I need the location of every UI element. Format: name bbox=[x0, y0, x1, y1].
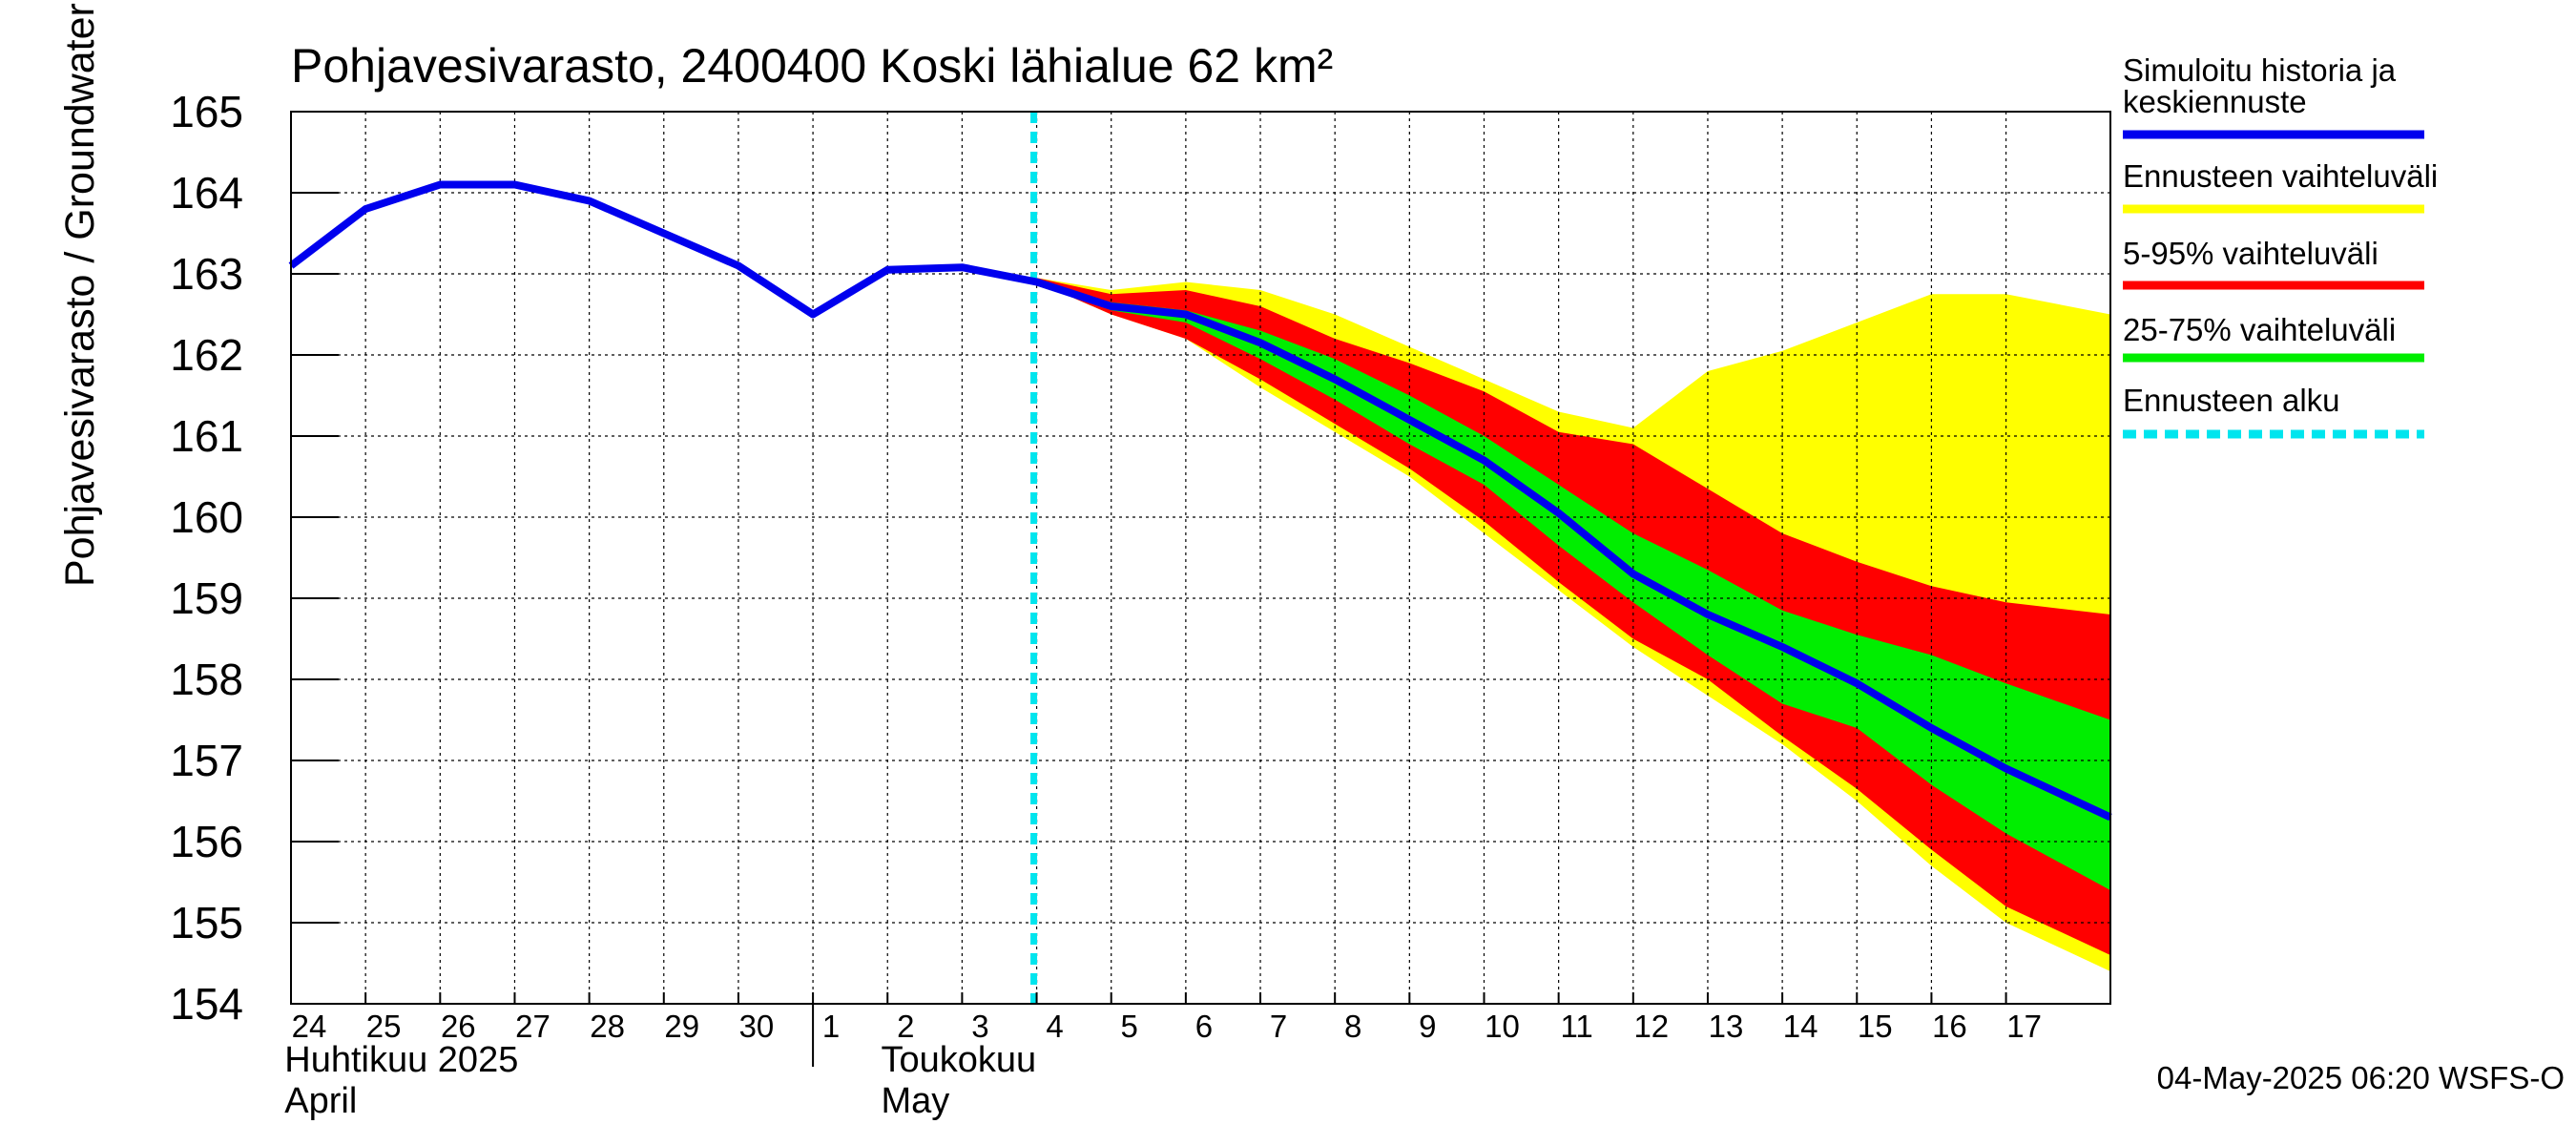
x-tick-label-4: 4 bbox=[1046, 1009, 1063, 1044]
x-tick-label-9: 9 bbox=[1419, 1009, 1436, 1044]
x-tick-label-26: 26 bbox=[441, 1009, 476, 1044]
y-axis: 154 155 156 157 158 159 160 161 162 163 164 165 bbox=[170, 87, 339, 1029]
x-tick-label-10: 10 bbox=[1485, 1009, 1520, 1044]
x-tick-label-28: 28 bbox=[590, 1009, 625, 1044]
footer-timestamp: 04-May-2025 06:20 WSFS-O bbox=[2157, 1060, 2565, 1095]
forecast-bands bbox=[1036, 278, 2110, 971]
x-tick-label-15: 15 bbox=[1858, 1009, 1893, 1044]
x-tick-label-7: 7 bbox=[1270, 1009, 1287, 1044]
x-tick-label-29: 29 bbox=[664, 1009, 699, 1044]
series-line-1 bbox=[288, 180, 2112, 822]
legend-label-3: 5-95% vaihteluväli bbox=[2123, 236, 2379, 271]
x-tick-label-25: 25 bbox=[366, 1009, 402, 1044]
x-tick-label-5: 5 bbox=[1121, 1009, 1138, 1044]
y-tick-label-161: 161 bbox=[170, 411, 243, 461]
y-tick-label-160: 160 bbox=[170, 492, 243, 542]
series-lines bbox=[288, 180, 2112, 822]
legend-label-5: Ennusteen alku bbox=[2123, 383, 2340, 418]
y-tick-label-154: 154 bbox=[170, 979, 243, 1029]
band-3 bbox=[1036, 281, 2110, 890]
y-tick-label-156: 156 bbox=[170, 817, 243, 866]
legend-label-4: 25-75% vaihteluväli bbox=[2123, 312, 2396, 347]
y-tick-label-159: 159 bbox=[170, 573, 243, 623]
band-2 bbox=[1036, 278, 2110, 955]
x-tick-label-30: 30 bbox=[739, 1009, 775, 1044]
legend-label-2: Ennusteen vaihteluväli bbox=[2123, 158, 2438, 194]
month-label-1-line2: April bbox=[284, 1081, 357, 1121]
y-tick-label-162: 162 bbox=[170, 330, 243, 380]
y-tick-label-157: 157 bbox=[170, 736, 243, 785]
plot-frame bbox=[290, 111, 2111, 1005]
x-tick-label-12: 12 bbox=[1633, 1009, 1669, 1044]
x-tick-label-17: 17 bbox=[2006, 1009, 2042, 1044]
x-tick-label-16: 16 bbox=[1932, 1009, 1967, 1044]
plot-border bbox=[290, 111, 2111, 1005]
x-axis: 24 25 26 27 28 29 30 1 2 3 4 5 6 7 8 9 10 11 12 13 14 15 16 17H… bbox=[284, 992, 2042, 1121]
y-axis-title: Pohjavesivarasto / Groundwater storage m… bbox=[57, 0, 103, 587]
x-tick-label-13: 13 bbox=[1709, 1009, 1744, 1044]
month-label-2-line1: Toukokuu bbox=[882, 1040, 1037, 1080]
legend-label-1-line2: keskiennuste bbox=[2123, 84, 2307, 119]
x-tick-label-3: 3 bbox=[971, 1009, 988, 1044]
y-tick-label-164: 164 bbox=[170, 168, 243, 218]
y-tick-label-163: 163 bbox=[170, 249, 243, 299]
month-label-2-line2: May bbox=[882, 1081, 950, 1121]
x-tick-label-1: 1 bbox=[822, 1009, 840, 1044]
y-tick-label-155: 155 bbox=[170, 898, 243, 947]
x-tick-label-6: 6 bbox=[1195, 1009, 1213, 1044]
x-tick-label-24: 24 bbox=[292, 1009, 327, 1044]
band-1 bbox=[1036, 278, 2110, 971]
chart-title: Pohjavesivarasto, 2400400 Koski lähialue… bbox=[291, 39, 1333, 93]
x-tick-label-11: 11 bbox=[1561, 1009, 1593, 1044]
x-tick-label-27: 27 bbox=[515, 1009, 551, 1044]
x-tick-label-14: 14 bbox=[1783, 1009, 1818, 1044]
y-tick-label-158: 158 bbox=[170, 655, 243, 704]
y-tick-label-165: 165 bbox=[170, 87, 243, 136]
month-label-1-line1: Huhtikuu 2025 bbox=[284, 1040, 518, 1080]
x-tick-label-2: 2 bbox=[897, 1009, 914, 1044]
legend-label-1-line1: Simuloitu historia ja bbox=[2123, 52, 2397, 88]
x-tick-label-8: 8 bbox=[1344, 1009, 1361, 1044]
